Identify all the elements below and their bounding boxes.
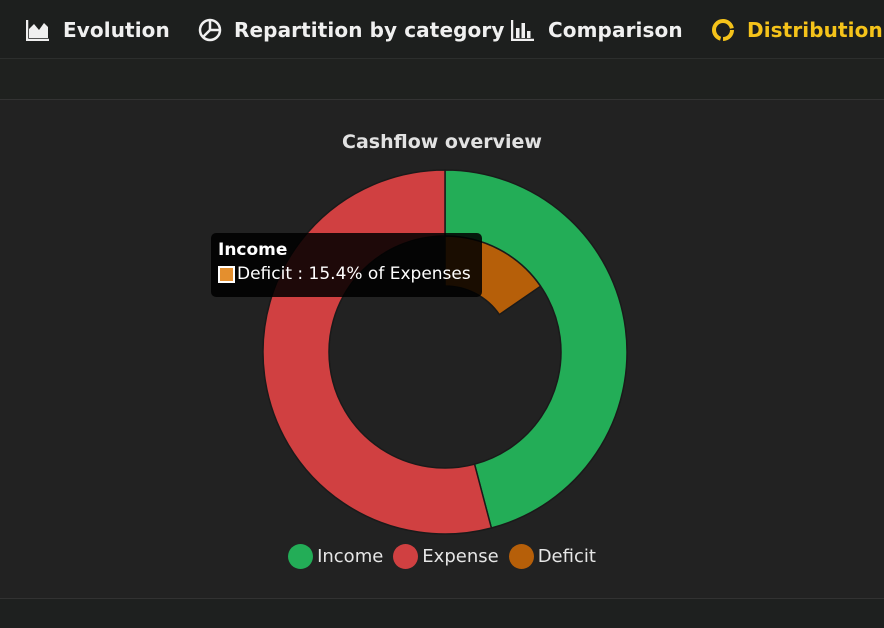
legend-item-deficit[interactable]: Deficit — [508, 544, 596, 569]
tooltip-swatch — [218, 265, 235, 283]
legend-swatch-expense — [393, 544, 419, 569]
legend-label-income: Income — [317, 546, 384, 567]
tab-comparison-label: Comparison — [548, 17, 683, 42]
sub-toolbar — [0, 59, 884, 100]
legend-label-deficit: Deficit — [537, 546, 596, 567]
chart-tooltip: Income Deficit : 15.4% of Expenses — [211, 233, 482, 297]
chart-panel: Cashflow overview Income Expense Deficit… — [0, 100, 884, 598]
pie-chart-icon — [198, 18, 222, 42]
tooltip-title: Income — [218, 240, 288, 260]
legend-item-income[interactable]: Income — [288, 544, 383, 569]
chart-legend: Income Expense Deficit — [0, 544, 884, 569]
tab-repartition-label: Repartition by category — [234, 17, 505, 42]
bar-chart-icon — [511, 18, 535, 42]
donut-chart-icon — [711, 18, 735, 42]
tab-distribution-label: Distribution — [747, 17, 883, 42]
tab-repartition-by-category[interactable]: Repartition by category — [198, 0, 504, 59]
legend-swatch-income — [288, 544, 314, 569]
area-chart-icon — [26, 18, 50, 42]
tooltip-text: Deficit : 15.4% of Expenses — [237, 264, 471, 284]
tab-evolution-label: Evolution — [63, 17, 170, 42]
donut-slice-income[interactable] — [444, 169, 628, 529]
top-navigation: Evolution Repartition by category Compar… — [0, 0, 884, 59]
tab-evolution[interactable]: Evolution — [26, 0, 170, 59]
legend-item-expense[interactable]: Expense — [393, 544, 499, 569]
legend-label-expense: Expense — [422, 546, 499, 567]
tooltip-row: Deficit : 15.4% of Expenses — [218, 261, 475, 287]
tab-comparison[interactable]: Comparison — [511, 0, 683, 59]
donut-chart — [262, 169, 628, 535]
footer-bar — [0, 598, 884, 628]
tab-distribution[interactable]: Distribution — [711, 0, 883, 59]
chart-title: Cashflow overview — [342, 131, 542, 153]
outer-ring — [262, 169, 628, 535]
legend-swatch-deficit — [508, 544, 534, 569]
